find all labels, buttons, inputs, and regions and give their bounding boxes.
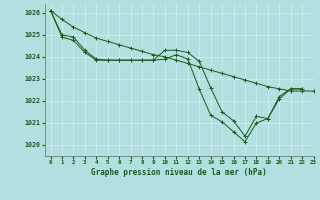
X-axis label: Graphe pression niveau de la mer (hPa): Graphe pression niveau de la mer (hPa) <box>91 168 267 177</box>
